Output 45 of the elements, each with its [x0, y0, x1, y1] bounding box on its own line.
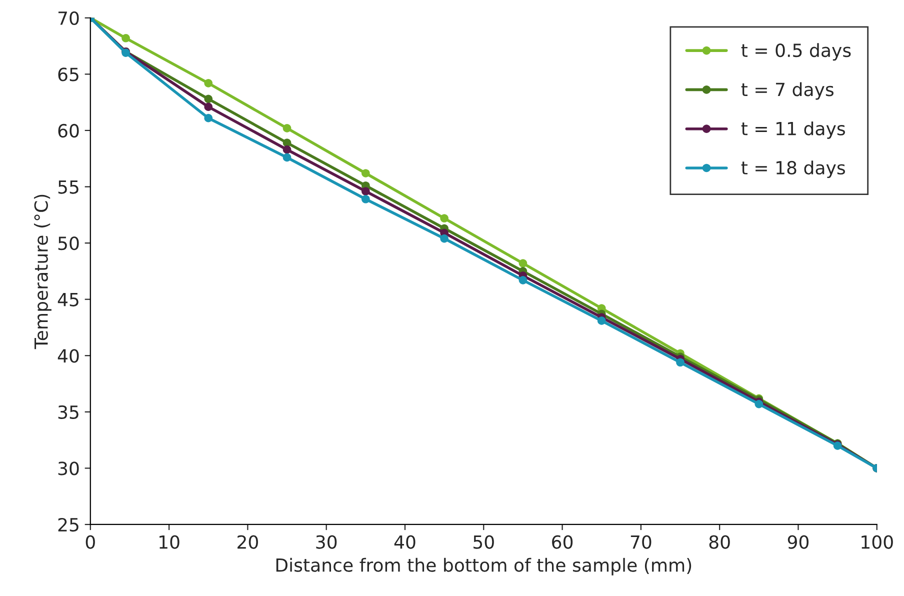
y-tick-label: 30 [58, 462, 79, 476]
legend-label: t = 7 days [741, 82, 834, 100]
point [282, 153, 292, 162]
point [676, 358, 684, 367]
x-tick-label: 0 [86, 535, 95, 549]
legend-label: t = 11 days [741, 121, 845, 139]
x-tick-label: 30 [316, 535, 337, 549]
y-tick-label: 35 [58, 405, 78, 420]
x-tick-label: 80 [709, 535, 730, 549]
y-tick-label: 45 [58, 293, 78, 306]
y-tick-label: 60 [58, 124, 79, 138]
point [204, 102, 213, 111]
x-tick-label: 10 [160, 535, 180, 549]
point [282, 145, 292, 154]
point [282, 124, 292, 132]
point [518, 259, 528, 268]
point [362, 194, 370, 204]
x-tick-label: 40 [394, 535, 416, 549]
point [754, 400, 764, 408]
point [122, 34, 130, 42]
x-tick-label: 50 [474, 535, 494, 549]
point [518, 276, 528, 284]
point [597, 316, 606, 325]
point [204, 94, 213, 104]
y-tick-label: 65 [58, 68, 78, 82]
y-tick-label: 50 [58, 236, 79, 250]
y-axis-title: Temperature (°C) [34, 194, 52, 350]
x-tick-label: 60 [552, 535, 573, 549]
y-tick-label: 55 [58, 180, 78, 194]
x-tick-label: 100 [862, 535, 893, 549]
legend-label: t = 18 days [741, 160, 845, 178]
point [204, 114, 213, 122]
point [204, 79, 213, 88]
point [362, 187, 370, 196]
x-tick-label: 20 [238, 535, 258, 549]
point [440, 234, 448, 243]
x-axis-title: Distance from the bottom of the sample (mm) [276, 558, 692, 576]
x-tick-label: 90 [788, 535, 809, 549]
legend-label: t = 0.5 days [741, 43, 851, 61]
y-tick-label: 40 [58, 349, 79, 363]
point [362, 169, 370, 178]
y-tick-label: 70 [58, 11, 79, 25]
point [440, 214, 448, 222]
x-tick-label: 70 [630, 535, 652, 549]
y-tick-label: 25 [58, 518, 78, 532]
